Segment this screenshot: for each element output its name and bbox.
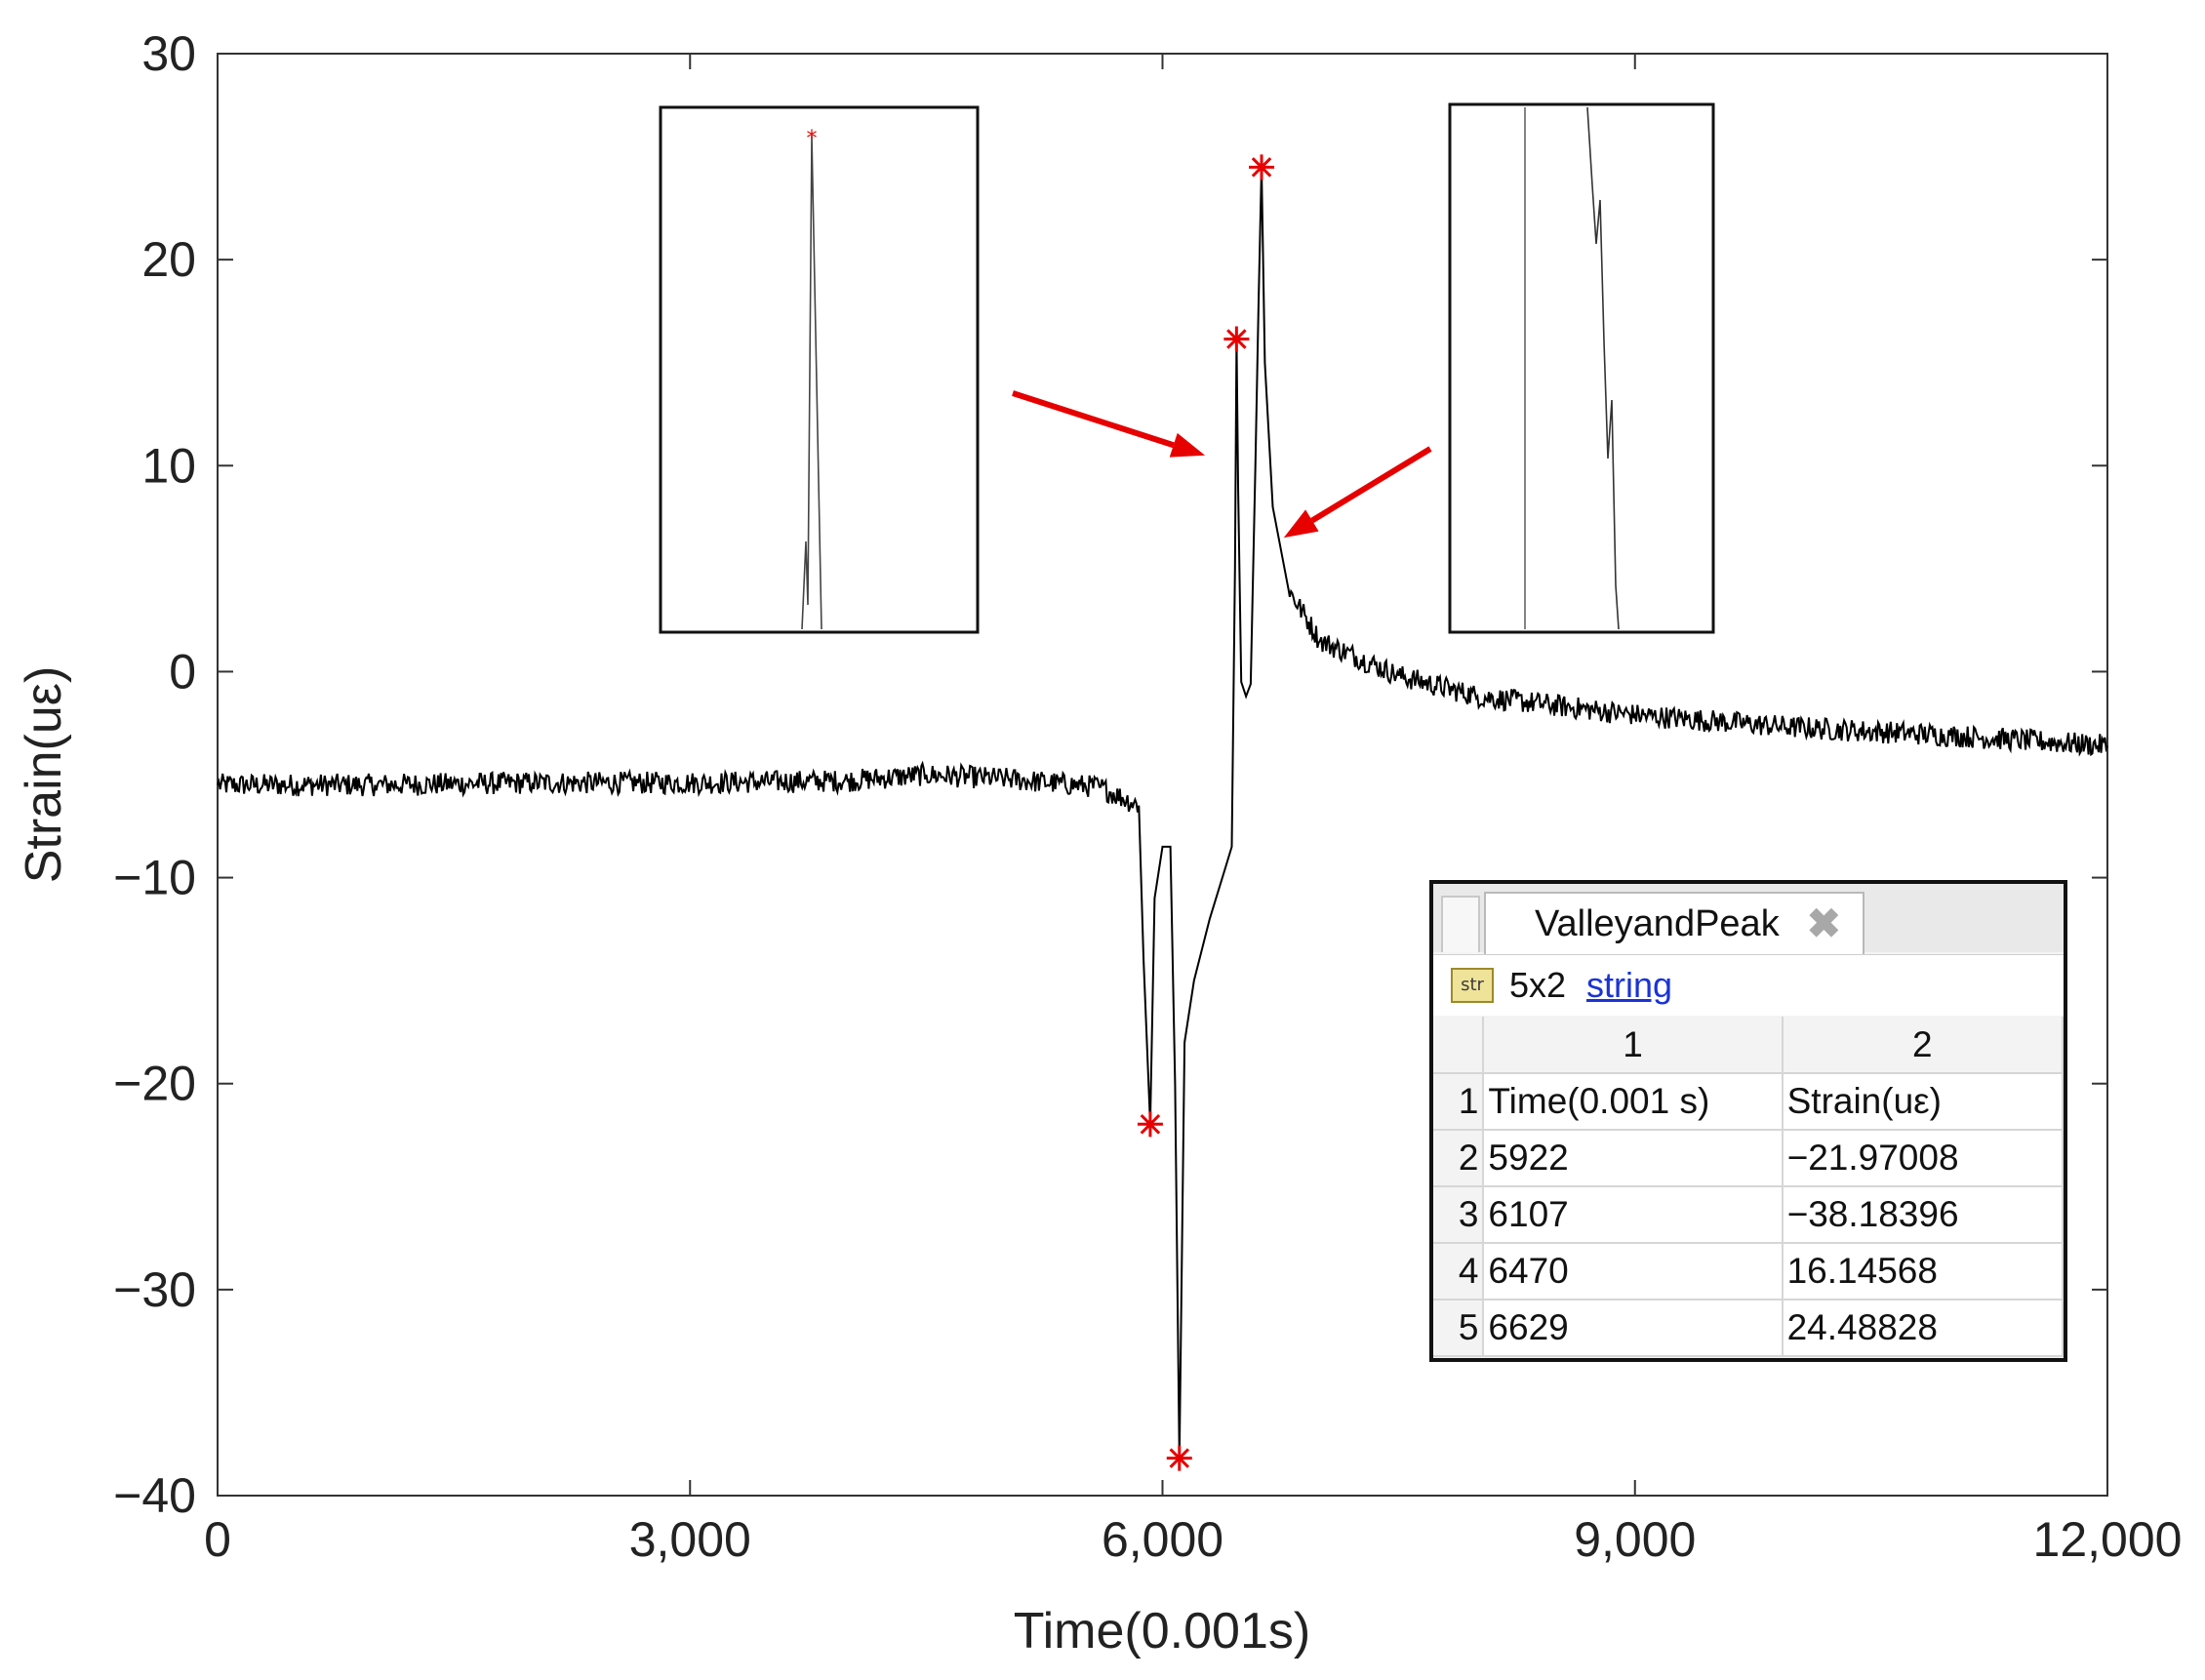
variable-tab-label: ValleyandPeak [1535, 903, 1780, 944]
table-header-row: 1 2 [1433, 1017, 2064, 1074]
variable-table: 1 2 1 Time(0.001 s) Strain(uε) 2 5922 −2… [1433, 1017, 2064, 1357]
star-marker [1223, 326, 1250, 352]
y-tick-label: 0 [169, 644, 196, 699]
x-tick-label: 0 [204, 1512, 231, 1567]
callout-arrow [1283, 446, 1432, 539]
x-axis-title: Time(0.001s) [1014, 1603, 1310, 1660]
zoom-inset-left: * [659, 105, 980, 634]
y-tick-label: −40 [113, 1468, 196, 1523]
y-tick-label: 30 [141, 26, 196, 81]
table-cell[interactable]: 24.48828 [1782, 1300, 2064, 1357]
table-cell[interactable]: 6470 [1483, 1243, 1784, 1300]
column-header[interactable]: 1 [1483, 1017, 1784, 1074]
zoom-inset-right [1448, 102, 1715, 634]
axis-ticks [217, 53, 2108, 1497]
x-tick-label: 3,000 [629, 1512, 751, 1567]
callout-arrows [1012, 390, 1432, 539]
row-header[interactable]: 1 [1433, 1073, 1485, 1131]
table-row: 1 Time(0.001 s) Strain(uε) [1433, 1073, 2064, 1131]
variable-tab-bar: ValleyandPeak ✖ [1433, 884, 2064, 954]
row-header[interactable]: 5 [1433, 1300, 1485, 1357]
callout-arrow [1012, 390, 1206, 458]
inset-right-trace-b [1586, 106, 1620, 630]
y-axis-title: Strain(uε) [16, 666, 72, 884]
star-marker [1249, 154, 1275, 180]
table-cell[interactable]: −38.18396 [1782, 1186, 2064, 1244]
column-header[interactable]: 2 [1782, 1017, 2064, 1074]
table-cell[interactable]: −21.97008 [1782, 1130, 2064, 1187]
y-tick-label: 20 [141, 232, 196, 287]
close-icon[interactable]: ✖ [1806, 900, 1841, 946]
table-cell[interactable]: 16.14568 [1782, 1243, 2064, 1300]
inset-left-marker: * [807, 127, 818, 151]
strain-series-line [217, 167, 2108, 1459]
row-header[interactable]: 2 [1433, 1130, 1485, 1187]
table-cell[interactable]: 6107 [1483, 1186, 1784, 1244]
table-row: 3 6107 −38.18396 [1433, 1186, 2064, 1244]
table-cell[interactable]: Strain(uε) [1782, 1073, 2064, 1131]
y-tick-label: −10 [113, 851, 196, 905]
x-tick-label: 9,000 [1574, 1512, 1696, 1567]
table-row: 2 5922 −21.97008 [1433, 1130, 2064, 1187]
table-row: 5 6629 24.48828 [1433, 1300, 2064, 1357]
star-marker [1137, 1111, 1163, 1138]
table-cell[interactable]: 5922 [1483, 1130, 1784, 1187]
table-cell[interactable]: 6629 [1483, 1300, 1784, 1357]
variable-info-bar: str 5x2 string [1433, 954, 2064, 1016]
variable-tab[interactable]: ValleyandPeak ✖ [1484, 892, 1864, 954]
x-tick-label: 12,000 [2033, 1512, 2183, 1567]
y-tick-label: −20 [113, 1057, 196, 1111]
peak-valley-markers [1137, 154, 1275, 1471]
row-header[interactable]: 3 [1433, 1186, 1485, 1244]
string-type-icon: str [1451, 968, 1494, 1003]
variable-class-link[interactable]: string [1586, 965, 1673, 1005]
axis-tick-labels: 0 3,000 6,000 9,000 12,000 30 20 10 0 −10 −20 −30 −4… [113, 26, 2182, 1567]
table-row: 4 6470 16.14568 [1433, 1243, 2064, 1300]
star-marker [1166, 1445, 1192, 1471]
variable-size: 5x2 [1509, 965, 1567, 1005]
x-tick-label: 6,000 [1102, 1512, 1223, 1567]
table-cell[interactable]: Time(0.001 s) [1483, 1073, 1784, 1131]
y-tick-label: 10 [141, 438, 196, 493]
variable-tab-stub[interactable] [1441, 896, 1480, 952]
corner-cell [1433, 1017, 1485, 1074]
y-tick-label: −30 [113, 1262, 196, 1317]
inset-left-trace [801, 135, 822, 630]
variable-viewer-panel: ValleyandPeak ✖ str 5x2 string 1 2 1 Tim… [1429, 880, 2067, 1362]
row-header[interactable]: 4 [1433, 1243, 1485, 1300]
